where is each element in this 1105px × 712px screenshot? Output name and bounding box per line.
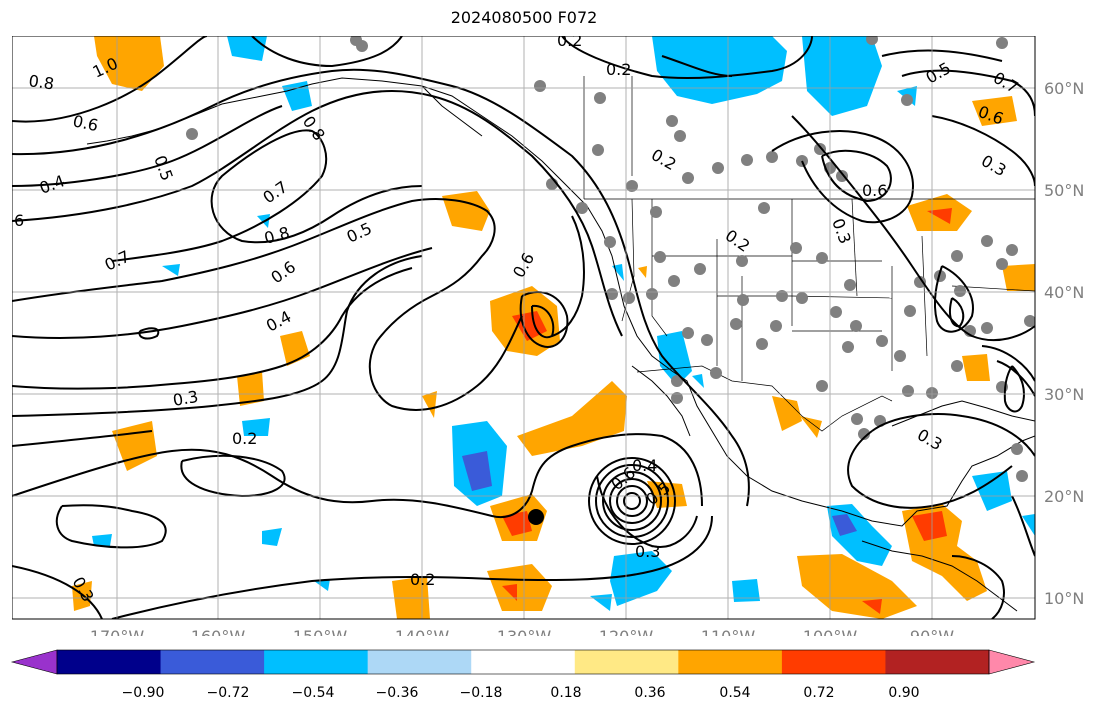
contour-label: 0.2 — [557, 36, 582, 50]
colorbar-tick: −0.72 — [207, 685, 250, 701]
colorbar-segment — [471, 650, 576, 674]
colorbar-segment — [885, 650, 990, 674]
lon-label: 170°W — [90, 627, 145, 636]
contour-label: 0.2 — [232, 429, 257, 448]
lat-label: 50°N — [1044, 181, 1084, 200]
lon-label: 160°W — [191, 627, 246, 636]
colorbar-tick: 0.72 — [803, 685, 834, 701]
lat-label: 20°N — [1044, 487, 1084, 506]
colorbar-segment — [678, 650, 783, 674]
lon-label: 150°W — [293, 627, 348, 636]
negative-shading — [92, 36, 1035, 611]
coastlines — [86, 77, 1035, 612]
colorbar-tick: −0.36 — [376, 685, 419, 701]
colorbar-tick: 0.54 — [719, 685, 750, 701]
contour-label: 0.2 — [410, 570, 435, 589]
contour-label: 0.6 — [862, 181, 887, 200]
colorbar-frame — [56, 649, 990, 675]
forecast-map: 0.8 1.0 0.6 0.4 0.5 0.7 0.8 0.6 0.4 0.5 … — [12, 36, 1084, 636]
lon-label: 140°W — [395, 627, 450, 636]
lat-label: 30°N — [1044, 385, 1084, 404]
longitude-labels: 170°W 160°W 150°W 140°W 130°W 120°W 110°… — [90, 627, 954, 636]
map-title: 2024080500 F072 — [450, 8, 598, 27]
colorbar-tick: 0.36 — [634, 685, 665, 701]
colorbar-tick: −0.54 — [292, 685, 335, 701]
colorbar-tick: 0.18 — [550, 685, 581, 701]
colorbar-extend-low — [10, 649, 58, 675]
contour-label: 0.4 — [632, 456, 657, 475]
lat-label: 40°N — [1044, 283, 1084, 302]
colorbar-segment — [781, 650, 886, 674]
colorbar-segment — [574, 650, 679, 674]
colorbar-segment — [264, 650, 369, 674]
lon-label: 100°W — [803, 627, 858, 636]
colorbar-tick: −0.18 — [460, 685, 503, 701]
colorbar-segment — [367, 650, 472, 674]
latitude-labels: 60°N 50°N 40°N 30°N 20°N 10°N — [1044, 79, 1084, 608]
contour-label: 6 — [14, 211, 24, 230]
colorbar-segment — [57, 650, 162, 674]
lon-label: 130°W — [497, 627, 552, 636]
contour-label: 0.3 — [635, 542, 660, 561]
plot-frame — [12, 36, 1036, 620]
colorbar-tick: −0.90 — [122, 685, 165, 701]
contour-label: 0.3 — [171, 387, 199, 410]
colorbar-tick: 0.90 — [888, 685, 919, 701]
lon-label: 110°W — [701, 627, 756, 636]
lon-label: 90°W — [910, 627, 954, 636]
lon-label: 120°W — [599, 627, 654, 636]
storm-center-marker — [528, 509, 544, 525]
lat-label: 60°N — [1044, 79, 1084, 98]
lat-label: 10°N — [1044, 589, 1084, 608]
contour-label: 0.8 — [27, 71, 55, 93]
colorbar: −0.90 −0.72 −0.54 −0.36 −0.18 0.18 0.36 … — [10, 649, 1036, 701]
gridlines — [12, 36, 1035, 619]
station-markers — [186, 36, 1035, 482]
colorbar-ticks: −0.90 −0.72 −0.54 −0.36 −0.18 0.18 0.36 … — [122, 685, 920, 701]
contour-label: 0.6 — [71, 111, 100, 135]
contour-lines — [12, 36, 1035, 619]
map-panel: 0.8 1.0 0.6 0.4 0.5 0.7 0.8 0.6 0.4 0.5 … — [12, 36, 1084, 636]
colorbar-segments — [10, 649, 1036, 675]
colorbar-segment — [160, 650, 265, 674]
contour-label: 0.2 — [606, 60, 631, 79]
colorbar-extend-high — [988, 649, 1036, 675]
